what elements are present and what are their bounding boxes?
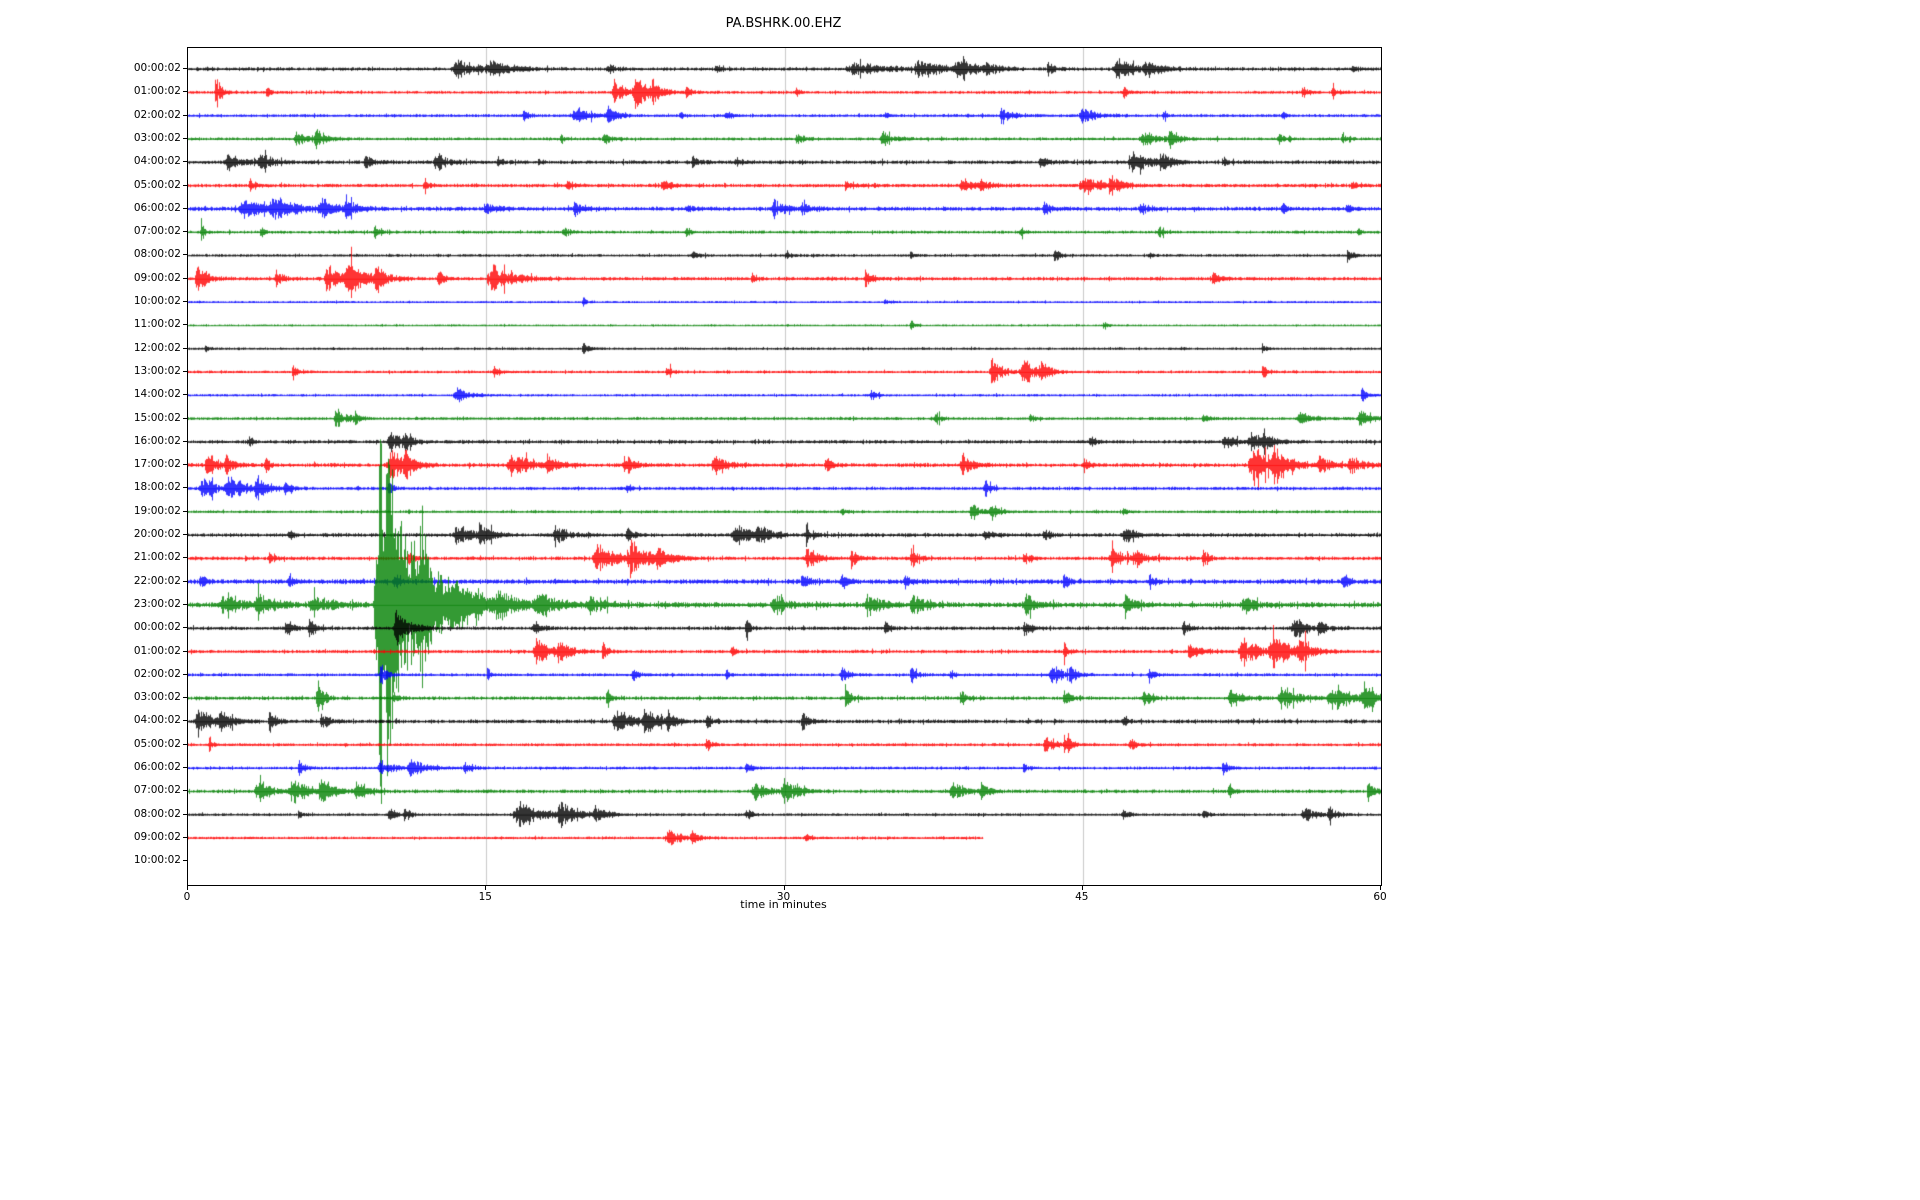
y-tick-mark <box>183 580 187 582</box>
y-tick-mark <box>183 68 187 69</box>
row-time-label: 23:00:02 <box>133 597 181 610</box>
row-time-label: 07:00:02 <box>133 784 181 797</box>
row-time-label: 01:00:02 <box>133 85 181 98</box>
row-time-label: 17:00:02 <box>133 458 181 471</box>
y-tick-mark <box>183 417 187 419</box>
y-tick-mark <box>183 464 187 466</box>
x-tick-mark <box>1380 886 1381 890</box>
x-axis-title: time in minutes <box>740 898 827 911</box>
waveform-canvas <box>188 48 1381 885</box>
y-tick-mark <box>183 743 187 745</box>
y-tick-mark <box>183 697 187 699</box>
y-tick-mark <box>183 184 187 186</box>
y-tick-mark <box>183 277 187 279</box>
row-time-label: 10:00:02 <box>133 295 181 307</box>
x-tick-mark <box>187 886 188 890</box>
row-time-label: 12:00:02 <box>133 341 181 354</box>
y-tick-mark <box>183 836 187 838</box>
row-time-label: 06:00:02 <box>133 761 181 773</box>
y-tick-mark <box>183 603 187 605</box>
row-time-label: 08:00:02 <box>133 248 181 261</box>
chart-title: PA.BSHRK.00.EHZ <box>725 16 842 31</box>
row-time-label: 19:00:02 <box>133 504 181 517</box>
row-time-label: 04:00:02 <box>133 155 181 168</box>
y-tick-mark <box>183 370 187 372</box>
row-time-label: 02:00:02 <box>133 108 181 121</box>
row-time-label: 10:00:02 <box>133 854 181 867</box>
x-tick-mark <box>1081 886 1083 890</box>
y-tick-mark <box>183 487 187 489</box>
y-tick-mark <box>183 207 187 209</box>
row-time-label: 04:00:02 <box>133 714 181 727</box>
row-time-label: 07:00:02 <box>133 225 181 238</box>
row-time-label: 16:00:02 <box>133 434 181 447</box>
y-tick-mark <box>183 440 187 442</box>
y-tick-mark <box>183 394 187 396</box>
x-tick-label: 0 <box>183 891 191 903</box>
x-tick-label: 15 <box>478 891 492 903</box>
y-tick-mark <box>183 231 187 233</box>
y-tick-mark <box>183 254 187 256</box>
x-tick-mark <box>783 886 785 890</box>
y-tick-mark <box>183 114 187 116</box>
row-time-label: 00:00:02 <box>133 62 181 74</box>
row-time-label: 18:00:02 <box>133 481 181 494</box>
row-time-label: 14:00:02 <box>133 388 181 401</box>
row-time-label: 11:00:02 <box>133 318 181 331</box>
row-time-label: 21:00:02 <box>133 551 181 564</box>
row-time-label: 02:00:02 <box>133 667 181 680</box>
row-time-label: 05:00:02 <box>133 737 181 750</box>
row-time-label: 06:00:02 <box>133 201 181 214</box>
y-tick-mark <box>183 510 187 512</box>
row-time-label: 00:00:02 <box>133 621 181 634</box>
y-tick-mark <box>183 557 187 559</box>
y-tick-mark <box>183 161 187 163</box>
y-tick-mark <box>183 650 187 652</box>
x-tick-label: 30 <box>776 891 791 903</box>
y-tick-mark <box>183 324 187 326</box>
y-tick-mark <box>183 673 187 675</box>
row-time-label: 13:00:02 <box>133 364 181 377</box>
y-tick-mark <box>183 91 187 93</box>
row-time-label: 01:00:02 <box>133 644 181 657</box>
y-tick-mark <box>183 767 187 768</box>
row-time-label: 20:00:02 <box>133 528 181 540</box>
row-time-label: 03:00:02 <box>133 691 181 704</box>
row-time-label: 09:00:02 <box>133 830 181 843</box>
y-tick-mark <box>183 627 187 629</box>
row-time-label: 08:00:02 <box>133 807 181 820</box>
row-time-label: 09:00:02 <box>133 271 181 284</box>
row-time-label: 22:00:02 <box>133 574 181 587</box>
x-tick-label: 60 <box>1373 891 1387 903</box>
y-tick-mark <box>183 347 187 349</box>
y-tick-mark <box>183 813 187 815</box>
y-tick-mark <box>183 301 187 302</box>
y-tick-mark <box>183 720 187 722</box>
plot-area <box>187 47 1382 886</box>
y-tick-mark <box>183 860 187 862</box>
row-time-label: 05:00:02 <box>133 178 181 191</box>
y-tick-mark <box>183 790 187 792</box>
x-tick-mark <box>485 886 487 890</box>
y-tick-mark <box>183 534 187 535</box>
row-time-label: 15:00:02 <box>133 411 181 424</box>
y-tick-mark <box>183 137 187 139</box>
row-time-label: 03:00:02 <box>133 131 181 144</box>
x-tick-label: 45 <box>1075 891 1089 903</box>
